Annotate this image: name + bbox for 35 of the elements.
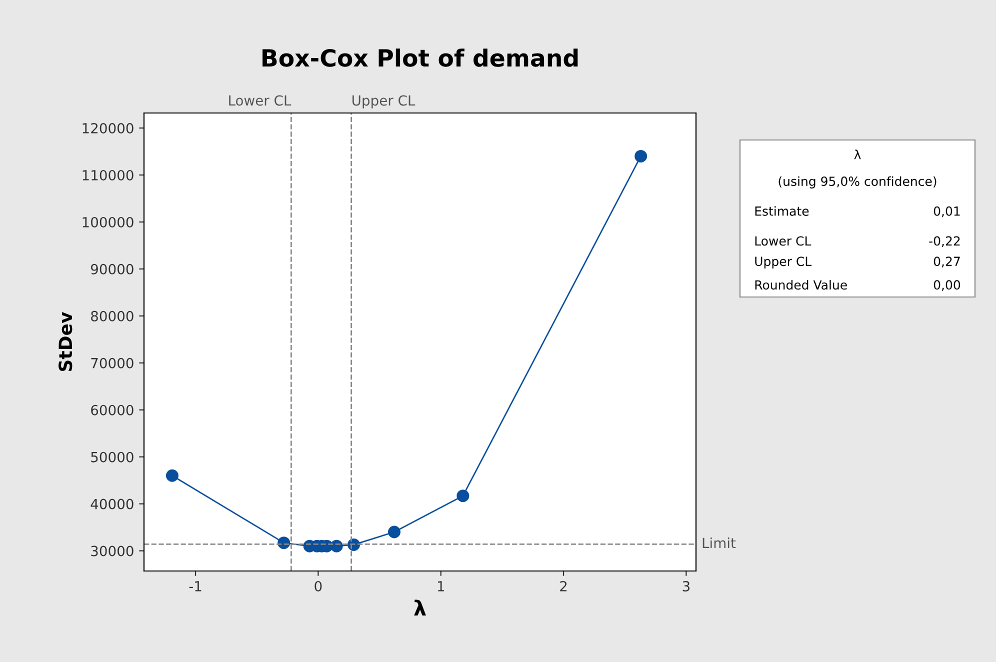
x-tick-label: -1 [189, 581, 202, 592]
text: -0,22 [929, 236, 960, 247]
point [388, 526, 400, 538]
point [456, 490, 470, 502]
ref-line-label: Lower CL [229, 95, 292, 106]
x-tick-label: 0 [314, 580, 322, 592]
text: Estimate [755, 206, 809, 216]
y-tick-label: 90000 [90, 264, 134, 274]
y-tick-label: 100000 [82, 216, 134, 228]
y-axis-title: StDev [58, 312, 72, 372]
point [166, 469, 178, 482]
y-tick-label: 120000 [82, 123, 134, 134]
y-tick-label: 40000 [90, 498, 134, 510]
text: 0,01 [934, 206, 960, 218]
text: Upper CL [755, 256, 812, 269]
text: λ [854, 150, 861, 160]
text: Lower CL [755, 236, 812, 246]
text: 0,00 [934, 280, 960, 291]
ref-line-label: Upper CL [352, 95, 416, 108]
ref-line-label: Limit [702, 538, 736, 548]
x-tick-label: 1 [438, 581, 444, 592]
text: (using 95,0% confidence) [778, 176, 936, 188]
point [634, 150, 648, 162]
text: 0,27 [934, 256, 960, 268]
y-tick-label: 60000 [91, 404, 134, 416]
text: Rounded Value [755, 280, 847, 290]
y-tick-label: 70000 [91, 358, 134, 368]
y-tick-label: 30000 [91, 546, 134, 556]
y-tick-label: 50000 [91, 452, 134, 462]
y-tick-label: 80000 [91, 310, 134, 322]
chart-title: Box-Cox Plot of demand [262, 48, 578, 67]
x-axis-title: λ [414, 600, 426, 616]
x-tick-label: 3 [682, 580, 690, 592]
y-tick-label: 110000 [82, 170, 134, 180]
x-tick-label: 2 [560, 580, 567, 592]
